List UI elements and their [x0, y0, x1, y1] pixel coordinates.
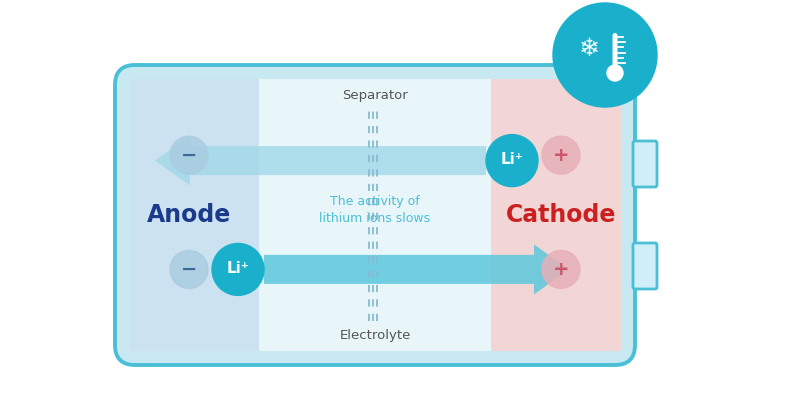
Bar [259, 79, 491, 351]
Circle shape [542, 250, 580, 288]
Polygon shape [264, 244, 569, 294]
FancyBboxPatch shape [613, 33, 618, 67]
Circle shape [212, 243, 264, 295]
Bar [129, 79, 259, 351]
Bar [491, 79, 621, 351]
Text: Electrolyte: Electrolyte [339, 328, 410, 342]
Text: Separator: Separator [342, 88, 408, 102]
Text: Anode: Anode [147, 203, 231, 227]
Circle shape [170, 250, 208, 288]
FancyBboxPatch shape [129, 79, 621, 351]
FancyBboxPatch shape [633, 243, 657, 289]
FancyBboxPatch shape [633, 141, 657, 187]
Circle shape [542, 136, 580, 174]
Polygon shape [155, 136, 486, 186]
Text: Li⁺: Li⁺ [226, 261, 250, 276]
Text: ❄: ❄ [578, 37, 599, 61]
Circle shape [607, 65, 623, 81]
Text: −: − [181, 260, 197, 279]
FancyBboxPatch shape [115, 65, 635, 365]
Circle shape [170, 136, 208, 174]
Text: −: − [181, 146, 197, 165]
Text: Li⁺: Li⁺ [501, 152, 523, 167]
Circle shape [486, 134, 538, 186]
Text: The activity of
lithium ions slows: The activity of lithium ions slows [319, 194, 430, 226]
Text: +: + [553, 260, 570, 279]
Text: Cathode: Cathode [506, 203, 616, 227]
Circle shape [553, 3, 657, 107]
Text: +: + [553, 146, 570, 165]
